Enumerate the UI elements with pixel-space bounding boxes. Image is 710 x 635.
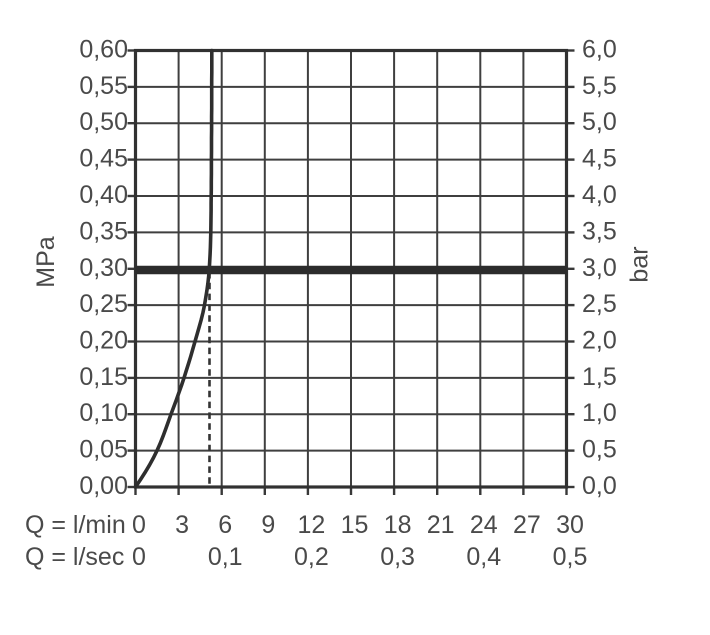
- svg-text:bar: bar: [626, 246, 654, 282]
- svg-text:0,2: 0,2: [294, 543, 329, 571]
- svg-text:0,30: 0,30: [79, 254, 128, 282]
- svg-text:0,35: 0,35: [79, 217, 128, 245]
- svg-text:MPa: MPa: [32, 236, 60, 288]
- svg-text:15: 15: [341, 511, 369, 539]
- svg-text:27: 27: [513, 511, 541, 539]
- svg-text:0,45: 0,45: [79, 145, 128, 173]
- svg-text:4,5: 4,5: [582, 145, 617, 173]
- svg-text:Q = l/sec: Q = l/sec: [25, 543, 124, 571]
- svg-text:0,0: 0,0: [582, 472, 617, 500]
- svg-text:0,40: 0,40: [79, 181, 128, 209]
- svg-text:0,55: 0,55: [79, 72, 128, 100]
- svg-text:0,10: 0,10: [79, 399, 128, 427]
- svg-text:0,25: 0,25: [79, 290, 128, 318]
- svg-text:24: 24: [470, 511, 498, 539]
- svg-text:Q = l/min: Q = l/min: [25, 511, 126, 539]
- svg-text:0,15: 0,15: [79, 363, 128, 391]
- svg-text:0: 0: [132, 543, 146, 571]
- svg-text:1,5: 1,5: [582, 363, 617, 391]
- svg-text:0,50: 0,50: [79, 108, 128, 136]
- svg-text:3,0: 3,0: [582, 254, 617, 282]
- svg-text:0,3: 0,3: [380, 543, 415, 571]
- svg-text:0,05: 0,05: [79, 436, 128, 464]
- svg-text:30: 30: [556, 511, 584, 539]
- svg-text:6: 6: [218, 511, 232, 539]
- svg-text:5,0: 5,0: [582, 108, 617, 136]
- svg-text:0,60: 0,60: [79, 36, 128, 64]
- svg-text:5,5: 5,5: [582, 72, 617, 100]
- svg-text:18: 18: [384, 511, 412, 539]
- svg-text:0,5: 0,5: [553, 543, 588, 571]
- svg-text:3,5: 3,5: [582, 217, 617, 245]
- svg-text:6,0: 6,0: [582, 36, 617, 64]
- svg-text:1,0: 1,0: [582, 399, 617, 427]
- svg-text:0,00: 0,00: [79, 472, 128, 500]
- svg-text:0,1: 0,1: [208, 543, 243, 571]
- svg-text:0,20: 0,20: [79, 327, 128, 355]
- svg-text:0,5: 0,5: [582, 436, 617, 464]
- svg-text:3: 3: [175, 511, 189, 539]
- svg-text:2,0: 2,0: [582, 327, 617, 355]
- svg-text:0,4: 0,4: [466, 543, 501, 571]
- svg-text:2,5: 2,5: [582, 290, 617, 318]
- svg-text:21: 21: [427, 511, 455, 539]
- svg-text:9: 9: [261, 511, 275, 539]
- svg-text:4,0: 4,0: [582, 181, 617, 209]
- svg-text:0: 0: [132, 511, 146, 539]
- svg-text:12: 12: [297, 511, 325, 539]
